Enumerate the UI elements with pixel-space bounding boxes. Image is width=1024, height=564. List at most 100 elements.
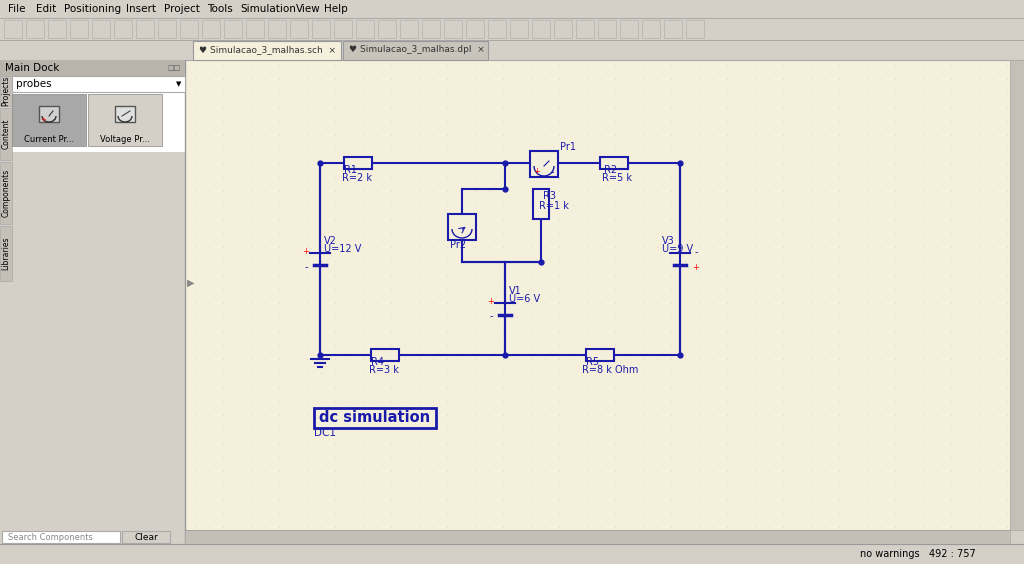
Text: ▼: ▼ [176, 81, 181, 87]
Text: R=8 k Ohm: R=8 k Ohm [582, 365, 638, 375]
Bar [554, 20, 572, 38]
Text: ♥ Simulacao_3_malhas.sch  ×: ♥ Simulacao_3_malhas.sch × [199, 46, 336, 55]
Bar [344, 157, 372, 169]
Text: R=2 k: R=2 k [342, 173, 372, 183]
Bar [88, 94, 162, 146]
Bar [1010, 60, 1024, 530]
Bar [488, 20, 506, 38]
Text: Project: Project [164, 4, 200, 14]
Bar [290, 20, 308, 38]
Bar [268, 20, 286, 38]
Bar [449, 214, 476, 240]
Text: +: + [487, 297, 495, 306]
Text: Tools: Tools [207, 4, 232, 14]
Text: Current Pr...: Current Pr... [24, 134, 74, 143]
Bar [664, 20, 682, 38]
Text: V3: V3 [662, 236, 675, 246]
Bar [92, 20, 110, 38]
Text: -: - [694, 247, 697, 257]
Bar [26, 20, 44, 38]
Bar [686, 20, 705, 38]
Text: -: - [304, 262, 308, 272]
Bar [586, 349, 614, 361]
Bar [0, 76, 12, 106]
Bar [193, 41, 341, 60]
Text: no warnings   492 : 757: no warnings 492 : 757 [860, 549, 976, 559]
Bar [70, 20, 88, 38]
Bar [115, 106, 135, 122]
Bar [0, 60, 185, 76]
Text: +: + [692, 262, 699, 271]
Bar [356, 20, 374, 38]
Text: Libraries: Libraries [1, 237, 10, 270]
Text: Main Dock: Main Dock [5, 63, 59, 73]
Text: probes: probes [16, 79, 51, 89]
Bar [0, 40, 1024, 60]
Bar [4, 20, 22, 38]
Bar [136, 20, 154, 38]
Bar [224, 20, 242, 38]
Text: V1: V1 [509, 285, 522, 296]
Text: -: - [489, 311, 493, 321]
Text: R1: R1 [344, 165, 357, 175]
Text: R5: R5 [586, 357, 599, 367]
Text: U=9 V: U=9 V [662, 244, 693, 254]
Bar [642, 20, 660, 38]
Bar [246, 20, 264, 38]
Bar [2, 531, 120, 543]
Bar [314, 408, 436, 428]
Text: R=1 k: R=1 k [539, 201, 569, 211]
Bar [122, 531, 170, 543]
Bar [0, 544, 1024, 564]
Bar [0, 18, 1024, 40]
Text: ♥ Simulacao_3_malhas.dpl  ×: ♥ Simulacao_3_malhas.dpl × [349, 46, 484, 55]
Bar [48, 20, 66, 38]
Bar [312, 20, 330, 38]
Bar [0, 60, 185, 544]
Text: Clear: Clear [134, 532, 158, 541]
Text: U=12 V: U=12 V [324, 244, 361, 254]
Bar [343, 41, 488, 60]
Bar [600, 157, 628, 169]
Text: File: File [8, 4, 26, 14]
Bar [0, 226, 12, 281]
Bar [598, 20, 616, 38]
Text: +: + [302, 248, 309, 257]
Text: R=3 k: R=3 k [369, 365, 399, 375]
Bar [0, 0, 1024, 18]
Bar [39, 106, 59, 122]
Bar [422, 20, 440, 38]
Bar [371, 349, 399, 361]
Bar [180, 20, 198, 38]
Bar [114, 20, 132, 38]
Bar [202, 20, 220, 38]
Bar [12, 92, 185, 152]
Bar [185, 60, 1010, 544]
Text: V2: V2 [324, 236, 337, 246]
Text: Edit: Edit [36, 4, 56, 14]
Text: R4: R4 [371, 357, 384, 367]
Bar [466, 20, 484, 38]
Bar [12, 76, 185, 92]
Bar [534, 189, 549, 219]
Bar [185, 530, 1010, 544]
Text: DC1: DC1 [314, 428, 336, 438]
Text: R3: R3 [543, 191, 556, 201]
Text: ▶: ▶ [187, 278, 195, 288]
Bar [532, 20, 550, 38]
Bar [510, 20, 528, 38]
Text: -: - [52, 116, 55, 125]
Bar [0, 108, 12, 160]
Text: Search Components: Search Components [8, 532, 93, 541]
Bar [400, 20, 418, 38]
Bar [12, 94, 86, 146]
Bar [444, 20, 462, 38]
Bar [620, 20, 638, 38]
Text: Pr1: Pr1 [560, 142, 575, 152]
Bar [530, 151, 558, 177]
Text: Projects: Projects [1, 76, 10, 106]
Text: +: + [534, 168, 540, 177]
Text: Voltage Pr...: Voltage Pr... [100, 134, 150, 143]
Text: Pr2: Pr2 [450, 240, 466, 250]
Bar [334, 20, 352, 38]
